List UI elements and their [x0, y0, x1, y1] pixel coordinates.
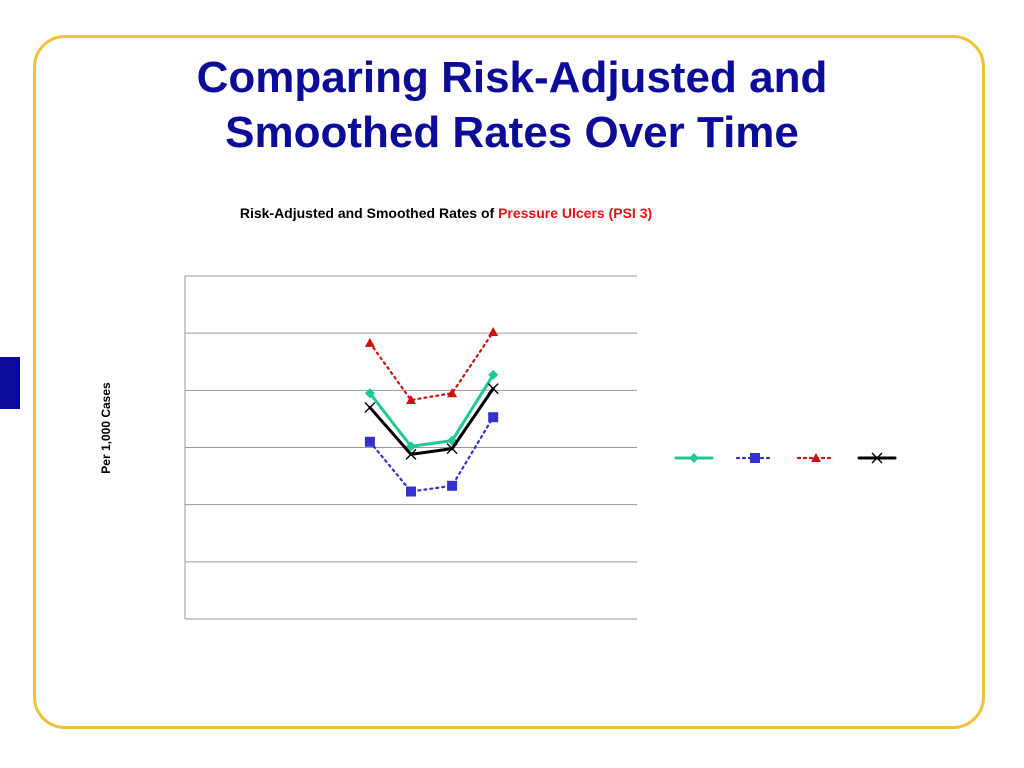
- series-2: [364, 412, 499, 497]
- series-2-point: [447, 480, 458, 491]
- series-3-point: [364, 337, 375, 347]
- slide-title-line1: Comparing Risk-Adjusted and: [196, 53, 828, 102]
- legend-marker: [750, 453, 760, 463]
- gridlines: [184, 275, 637, 620]
- series-3-point: [406, 395, 416, 405]
- chart-title-prefix: Risk-Adjusted and Smoothed Rates of: [239, 205, 499, 221]
- series-2-point: [406, 486, 416, 497]
- legend-entry-4: [857, 452, 897, 464]
- series-2-point: [488, 412, 499, 423]
- legend: [674, 452, 897, 464]
- series-3: [364, 327, 499, 405]
- series-1-point: [364, 388, 375, 399]
- x-marker-stroke: [487, 383, 499, 395]
- x-marker-stroke: [871, 452, 883, 464]
- series-1: [364, 369, 499, 452]
- legend-entry-3: [796, 453, 836, 462]
- series-2-point: [364, 436, 375, 447]
- series-4-point: [364, 402, 376, 413]
- legend-entry-1: [674, 453, 714, 463]
- side-accent-tab: [0, 357, 20, 409]
- slide-title: Comparing Risk-Adjusted and Smoothed Rat…: [100, 50, 924, 160]
- x-marker-stroke: [405, 448, 417, 460]
- series-3-point: [488, 327, 499, 337]
- slide-frame: [33, 35, 985, 729]
- series-3-line: [368, 330, 495, 402]
- series-4-point: [405, 448, 417, 460]
- legend-marker: [689, 453, 699, 463]
- legend-marker: [811, 453, 821, 462]
- series-1-line: [368, 373, 495, 448]
- series-3-point: [447, 388, 458, 398]
- x-marker-stroke: [364, 402, 376, 413]
- series-4-point: [487, 383, 499, 395]
- legend-marker: [871, 452, 883, 464]
- legend-entry-2: [735, 453, 775, 463]
- series-1-point: [488, 369, 499, 380]
- series-4-point: [446, 443, 458, 455]
- chart-title: Risk-Adjusted and Smoothed Rates of Pres…: [100, 205, 792, 221]
- slide-title-line2: Smoothed Rates Over Time: [225, 108, 799, 157]
- x-marker-stroke: [446, 443, 458, 455]
- series-2-line: [368, 416, 495, 493]
- series-1-point: [406, 441, 416, 452]
- series-4-line: [368, 387, 495, 456]
- chart-title-highlight: Pressure Ulcers (PSI 3): [498, 205, 653, 221]
- series-4: [364, 383, 499, 460]
- series-group: [364, 327, 499, 497]
